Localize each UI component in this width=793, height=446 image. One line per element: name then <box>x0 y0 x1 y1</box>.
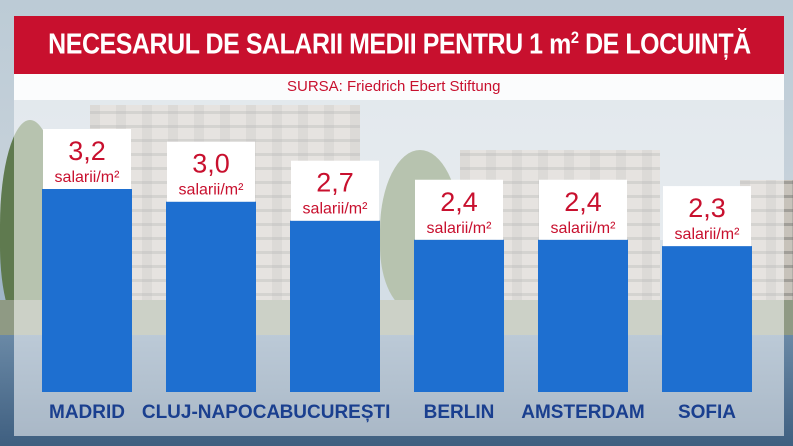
unit-label: salarii/m² <box>303 201 369 218</box>
value-label: 3,2 <box>68 136 106 166</box>
value-label: 2,4 <box>440 187 478 217</box>
bar <box>166 201 256 392</box>
chart-area: 3,2 salarii/m² MADRID 3,0 salarii/m² CLUJ-NAP… <box>14 100 784 436</box>
bar <box>538 239 628 392</box>
category-label: MADRID <box>49 402 125 423</box>
bar-group: 2,4 salarii/m² BERLIN <box>414 179 504 423</box>
bar-group: 3,2 salarii/m² MADRID <box>42 129 132 423</box>
value-label-box <box>167 141 255 202</box>
value-label: 2,3 <box>688 193 726 223</box>
bar-group: 2,7 salarii/m² BUCUREȘTI <box>280 160 391 423</box>
category-label: BERLIN <box>424 402 495 423</box>
unit-label: salarii/m² <box>427 220 493 237</box>
value-label: 3,0 <box>192 149 230 179</box>
unit-label: salarii/m² <box>675 226 741 243</box>
bar <box>290 220 380 392</box>
value-label-box <box>291 160 379 221</box>
bar <box>662 246 752 392</box>
value-label-box <box>539 179 627 240</box>
category-label: SOFIA <box>678 402 736 423</box>
bar-chart: 3,2 salarii/m² MADRID 3,0 salarii/m² CLUJ-NAP… <box>42 129 752 423</box>
source-label: SURSA: Friedrich Ebert Stiftung <box>287 78 501 95</box>
unit-label: salarii/m² <box>551 220 617 237</box>
category-label: BUCUREȘTI <box>280 402 391 423</box>
category-label: CLUJ-NAPOCA <box>142 402 281 423</box>
category-label: AMSTERDAM <box>521 402 645 423</box>
source-bar: SURSA: Friedrich Ebert Stiftung <box>14 74 784 100</box>
title-bar: NECESARUL DE SALARII MEDII PENTRU 1 m2 D… <box>14 16 784 74</box>
value-label-box <box>663 186 751 247</box>
bar-group: 2,4 salarii/m² AMSTERDAM <box>521 179 645 423</box>
value-label: 2,7 <box>316 168 354 198</box>
unit-label: salarii/m² <box>55 169 121 186</box>
bar <box>414 239 504 392</box>
bar <box>42 189 132 392</box>
value-label-box <box>415 179 503 240</box>
bar-group: 3,0 salarii/m² CLUJ-NAPOCA <box>142 141 281 423</box>
value-label: 2,4 <box>564 187 602 217</box>
bar-group: 2,3 salarii/m² SOFIA <box>662 186 752 423</box>
chart-title: NECESARUL DE SALARII MEDII PENTRU 1 m2 D… <box>47 28 751 61</box>
unit-label: salarii/m² <box>179 182 245 199</box>
value-label-box <box>43 129 131 189</box>
